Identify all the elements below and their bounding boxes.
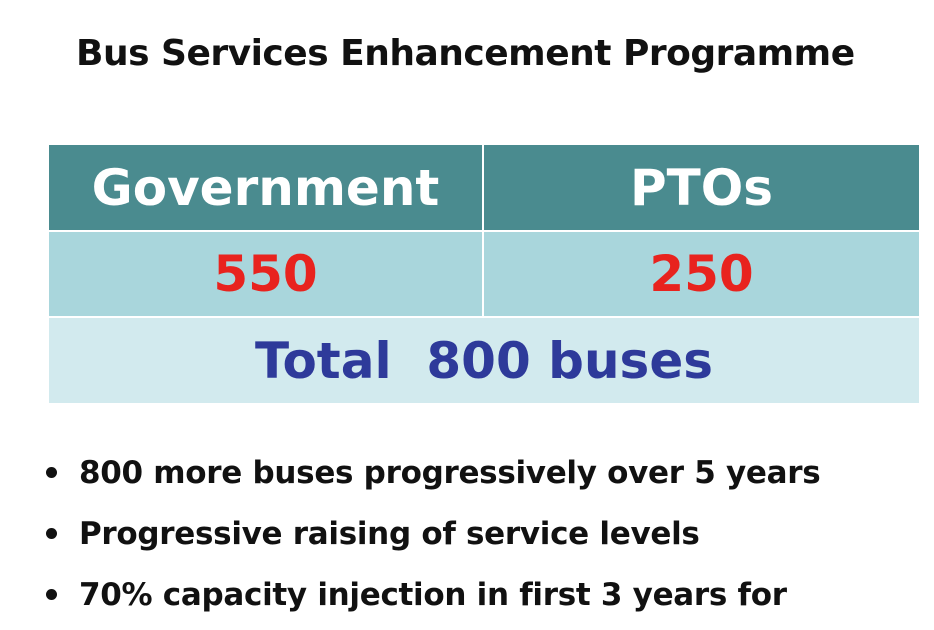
bullet-icon	[46, 467, 57, 478]
list-item: Progressive raising of service levels	[38, 503, 820, 564]
header-ptos: PTOs	[484, 145, 919, 230]
bullet-text: 70% capacity injection in first 3 years …	[79, 576, 787, 613]
bullet-icon	[46, 528, 57, 539]
value-ptos: 250	[484, 232, 919, 316]
value-government: 550	[49, 232, 482, 316]
bullet-list: 800 more buses progressively over 5 year…	[38, 442, 821, 625]
bullet-icon	[46, 589, 57, 600]
slide-title: Bus Services Enhancement Programme	[76, 33, 855, 74]
bus-allocation-table: Government PTOs 550 250 Total 800 buses	[49, 145, 919, 403]
bullet-text: 800 more buses progressively over 5 year…	[79, 454, 821, 491]
header-government: Government	[49, 145, 482, 230]
bullet-text: Progressive raising of service levels	[79, 515, 700, 552]
list-item: 800 more buses progressively over 5 year…	[38, 442, 821, 503]
total-buses: Total 800 buses	[49, 318, 919, 403]
list-item: 70% capacity injection in first 3 years …	[38, 564, 820, 625]
